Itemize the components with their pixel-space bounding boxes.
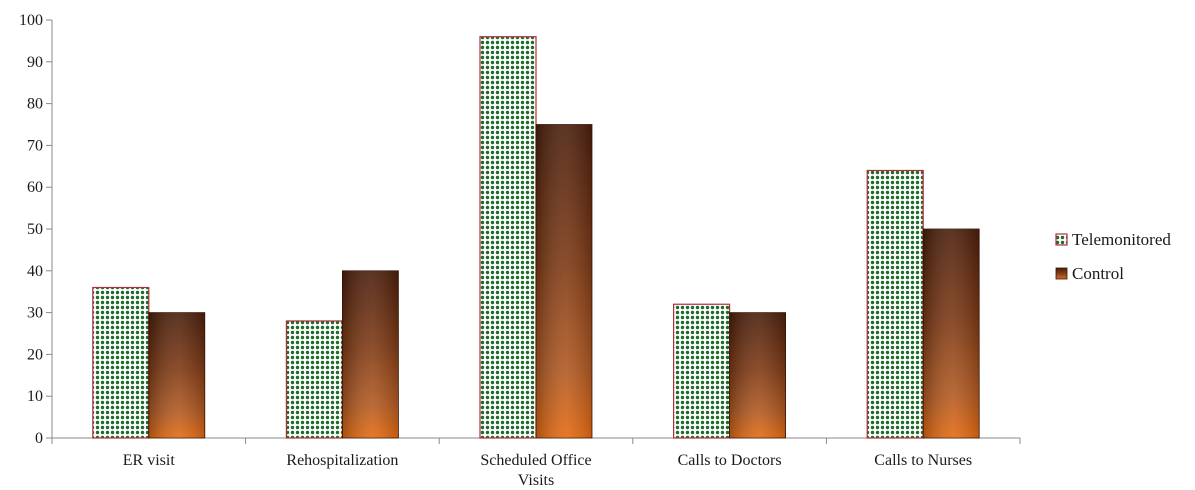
- legend-label: Telemonitored: [1072, 230, 1171, 249]
- legend-swatch-control: [1055, 267, 1068, 280]
- x-tick-label: Scheduled Office Visits: [480, 452, 591, 489]
- bar-control-shade: [342, 270, 399, 438]
- legend-swatch-telemonitored: [1055, 233, 1068, 246]
- bar-control-shade: [536, 124, 592, 438]
- bars: [92, 36, 980, 439]
- bar-telemonitored: [866, 169, 924, 439]
- y-tick-label: 100: [19, 12, 43, 29]
- y-tick-label: 70: [27, 137, 43, 154]
- bar-control-shade: [148, 312, 205, 438]
- x-tick-label: ER visit: [123, 452, 176, 469]
- x-tick-label: Calls to Doctors: [678, 452, 782, 469]
- y-tick-label: 20: [27, 346, 43, 363]
- x-tick-label: Calls to Nurses: [874, 452, 972, 469]
- bar-control-shade: [923, 229, 980, 438]
- y-tick-label: 40: [27, 263, 43, 280]
- y-tick-label: 0: [35, 430, 43, 447]
- y-tick-label: 60: [27, 179, 43, 196]
- axis-labels: 0 10 20 30 40 50 60 70 80 90 100 ER visit Rehospital…: [19, 12, 972, 489]
- bar-control-shade: [729, 312, 786, 438]
- legend: Telemonitored Control: [1055, 230, 1171, 283]
- y-tick-label: 50: [27, 221, 43, 238]
- bar-telemonitored: [479, 36, 537, 439]
- y-tick-label: 80: [27, 96, 43, 113]
- bar-telemonitored: [672, 303, 731, 439]
- y-tick-label: 30: [27, 305, 43, 322]
- y-tick-label: 10: [27, 388, 43, 405]
- x-tick-label: Rehospitalization: [286, 452, 398, 469]
- bar-telemonitored: [285, 320, 343, 439]
- legend-label: Control: [1072, 264, 1124, 283]
- bar-telemonitored: [92, 286, 150, 439]
- y-tick-label: 90: [27, 54, 43, 71]
